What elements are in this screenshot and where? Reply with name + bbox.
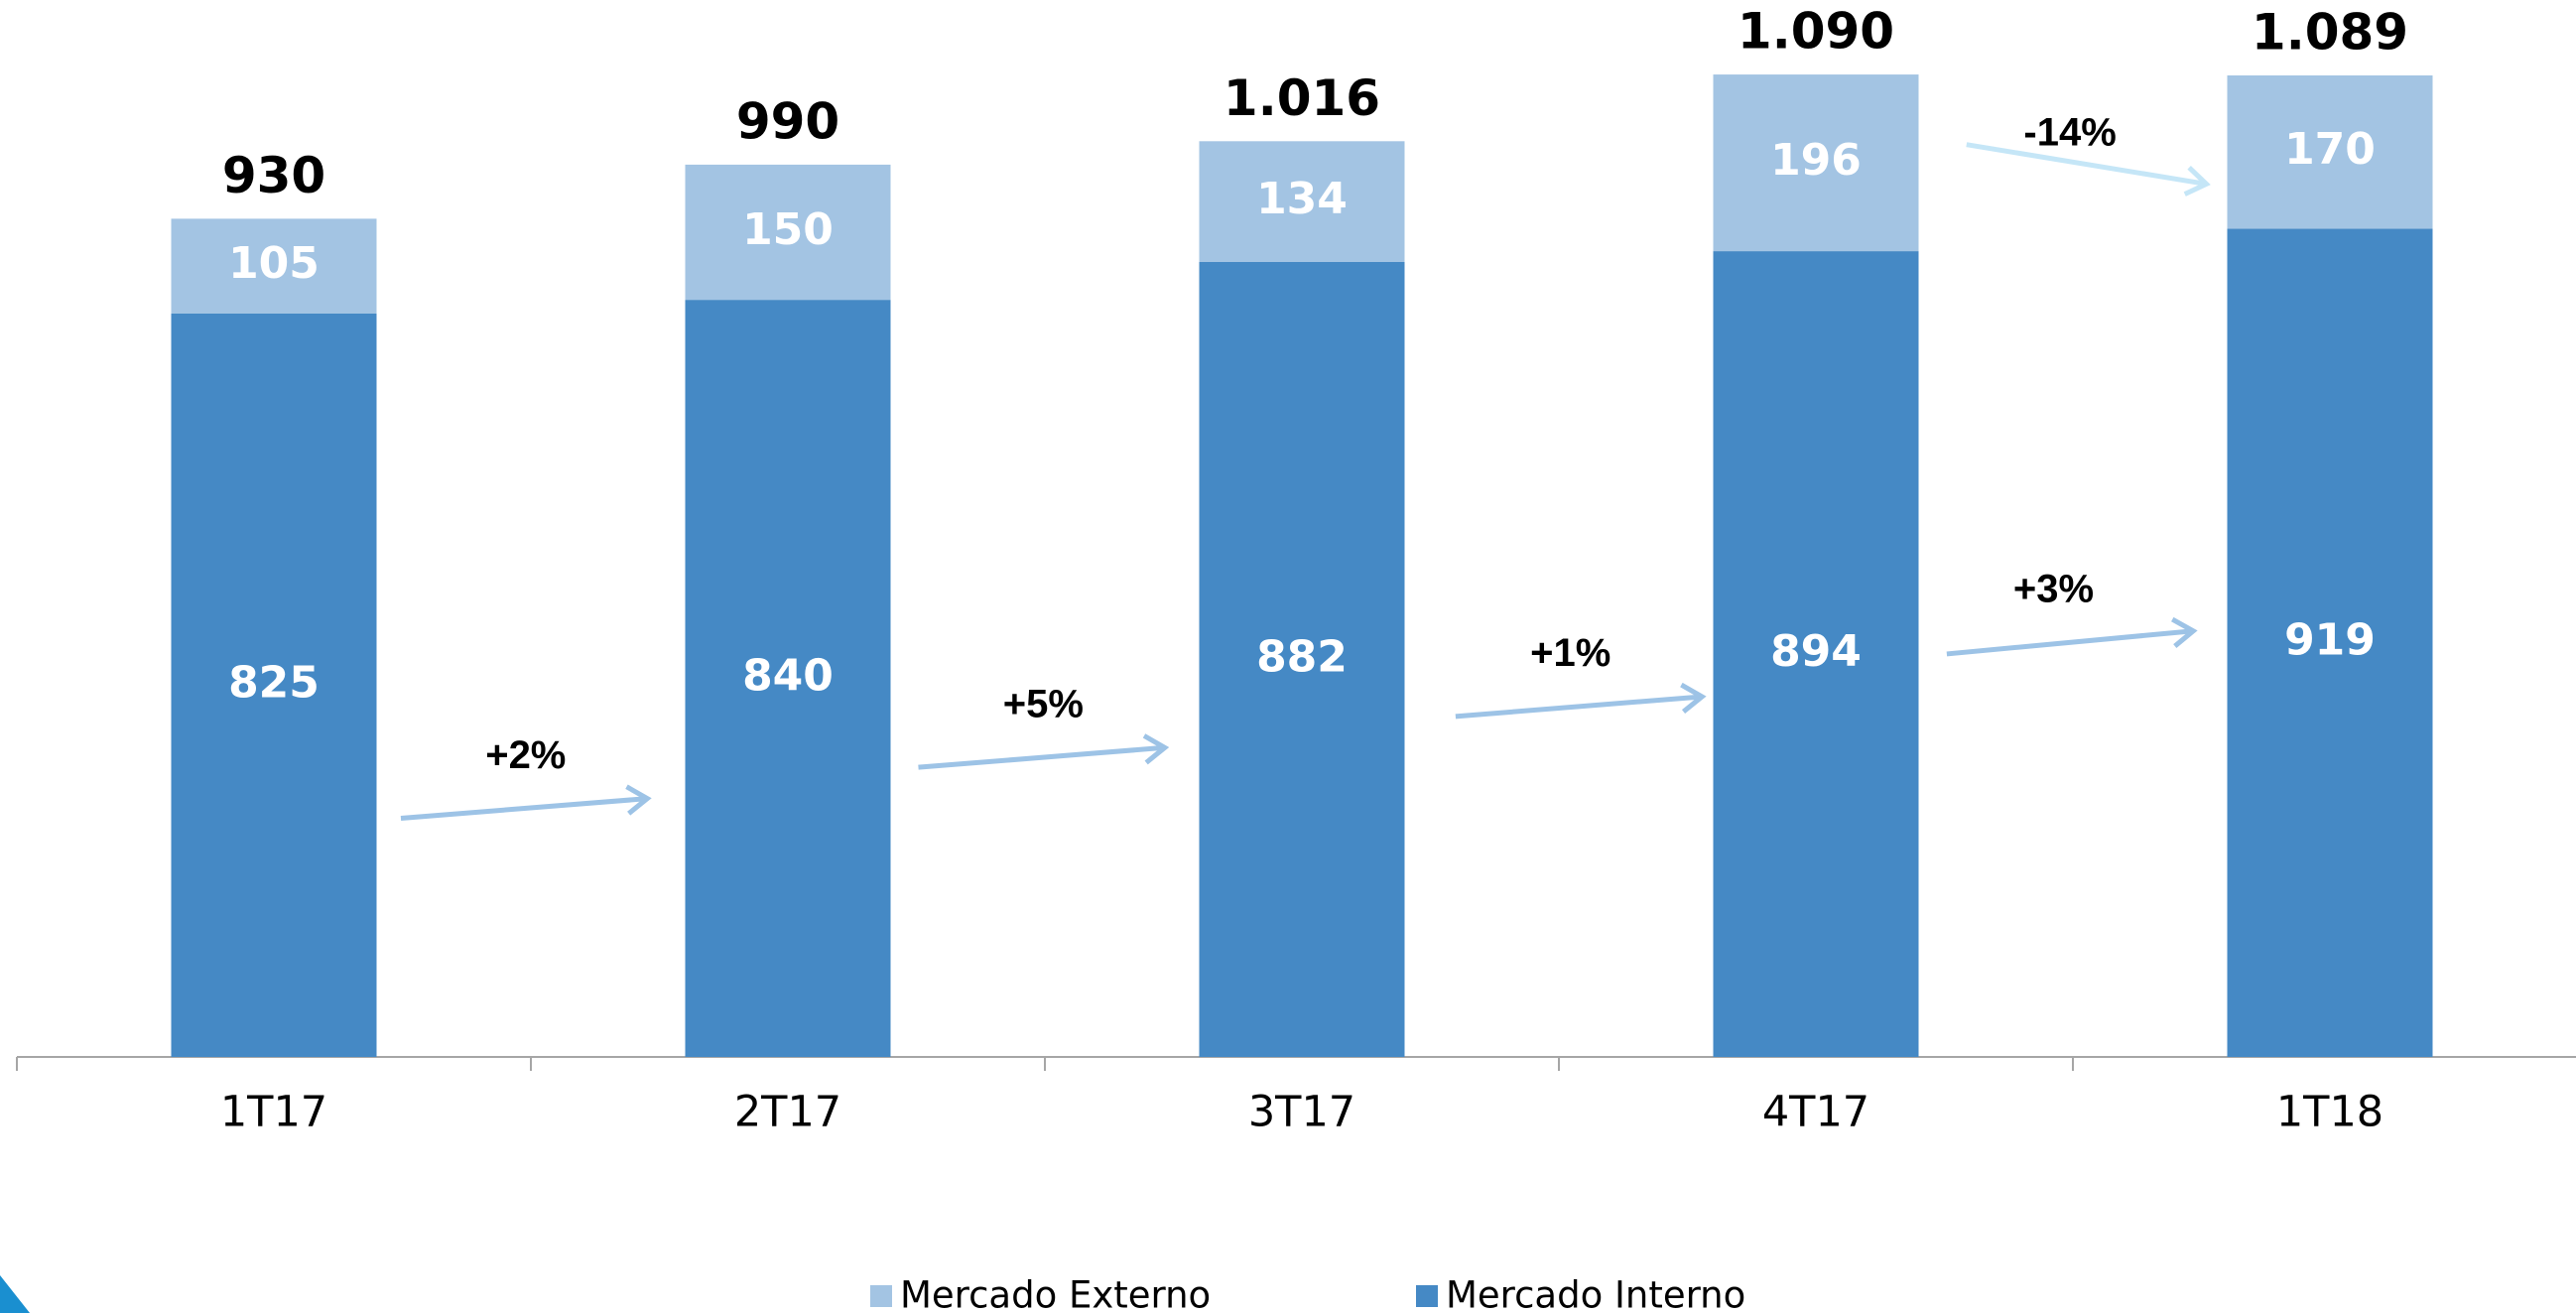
arrow bbox=[400, 796, 648, 821]
total-label: 1.090 bbox=[1738, 3, 1894, 61]
arrow bbox=[1966, 142, 2207, 187]
bar-label: 105 bbox=[228, 238, 320, 289]
x-tick-label: 1T18 bbox=[2276, 1088, 2383, 1137]
legend-label: Mercado Interno bbox=[1446, 1274, 1745, 1313]
x-tick-label: 3T17 bbox=[1248, 1088, 1355, 1137]
arrow-head bbox=[625, 784, 652, 816]
arrow bbox=[918, 744, 1166, 770]
bar-segment bbox=[1199, 141, 1405, 262]
bar-segment bbox=[2227, 228, 2433, 1057]
annotation: +1% bbox=[1530, 631, 1610, 675]
legend-label: Mercado Externo bbox=[900, 1274, 1211, 1313]
x-tick-label: 1T17 bbox=[220, 1088, 327, 1137]
arrow bbox=[1455, 694, 1703, 720]
annotation: +3% bbox=[2013, 568, 2094, 611]
bar-label: 134 bbox=[1256, 174, 1348, 224]
bar-segment bbox=[1713, 74, 1919, 252]
bar-label: 840 bbox=[742, 651, 834, 702]
arrow-head bbox=[1142, 733, 1170, 765]
arrow-head bbox=[2171, 616, 2198, 649]
bar-segment bbox=[1713, 251, 1919, 1057]
x-tick-label: 4T17 bbox=[1762, 1088, 1869, 1137]
total-label: 990 bbox=[736, 92, 839, 150]
annotation: -14% bbox=[2023, 110, 2116, 154]
annotation: +2% bbox=[485, 733, 566, 777]
bar-label: 150 bbox=[742, 204, 834, 255]
x-tick-label: 2T17 bbox=[734, 1088, 841, 1137]
bar-label: 919 bbox=[2284, 615, 2376, 666]
total-label: 930 bbox=[222, 147, 325, 204]
annotation: +5% bbox=[1003, 682, 1084, 725]
arrow bbox=[1946, 628, 2194, 657]
total-label: 1.016 bbox=[1224, 69, 1380, 127]
bar-segment bbox=[685, 300, 891, 1057]
legend-swatch bbox=[1416, 1285, 1438, 1307]
bar-segment bbox=[171, 218, 377, 314]
bar-segment bbox=[685, 164, 891, 301]
bar-segment bbox=[2227, 74, 2433, 229]
arrow-head bbox=[2183, 166, 2211, 197]
total-label: 1.089 bbox=[2252, 3, 2408, 61]
corner-decoration bbox=[0, 1275, 30, 1313]
bar-segment bbox=[1199, 261, 1405, 1057]
legend-swatch bbox=[870, 1285, 892, 1307]
bar-label: 882 bbox=[1256, 631, 1348, 682]
bar-label: 894 bbox=[1770, 626, 1862, 677]
bar-label: 825 bbox=[228, 657, 320, 708]
bar-segment bbox=[171, 313, 377, 1057]
arrow-head bbox=[1680, 682, 1707, 715]
bar-label: 196 bbox=[1770, 135, 1862, 186]
bar-label: 170 bbox=[2284, 124, 2376, 175]
